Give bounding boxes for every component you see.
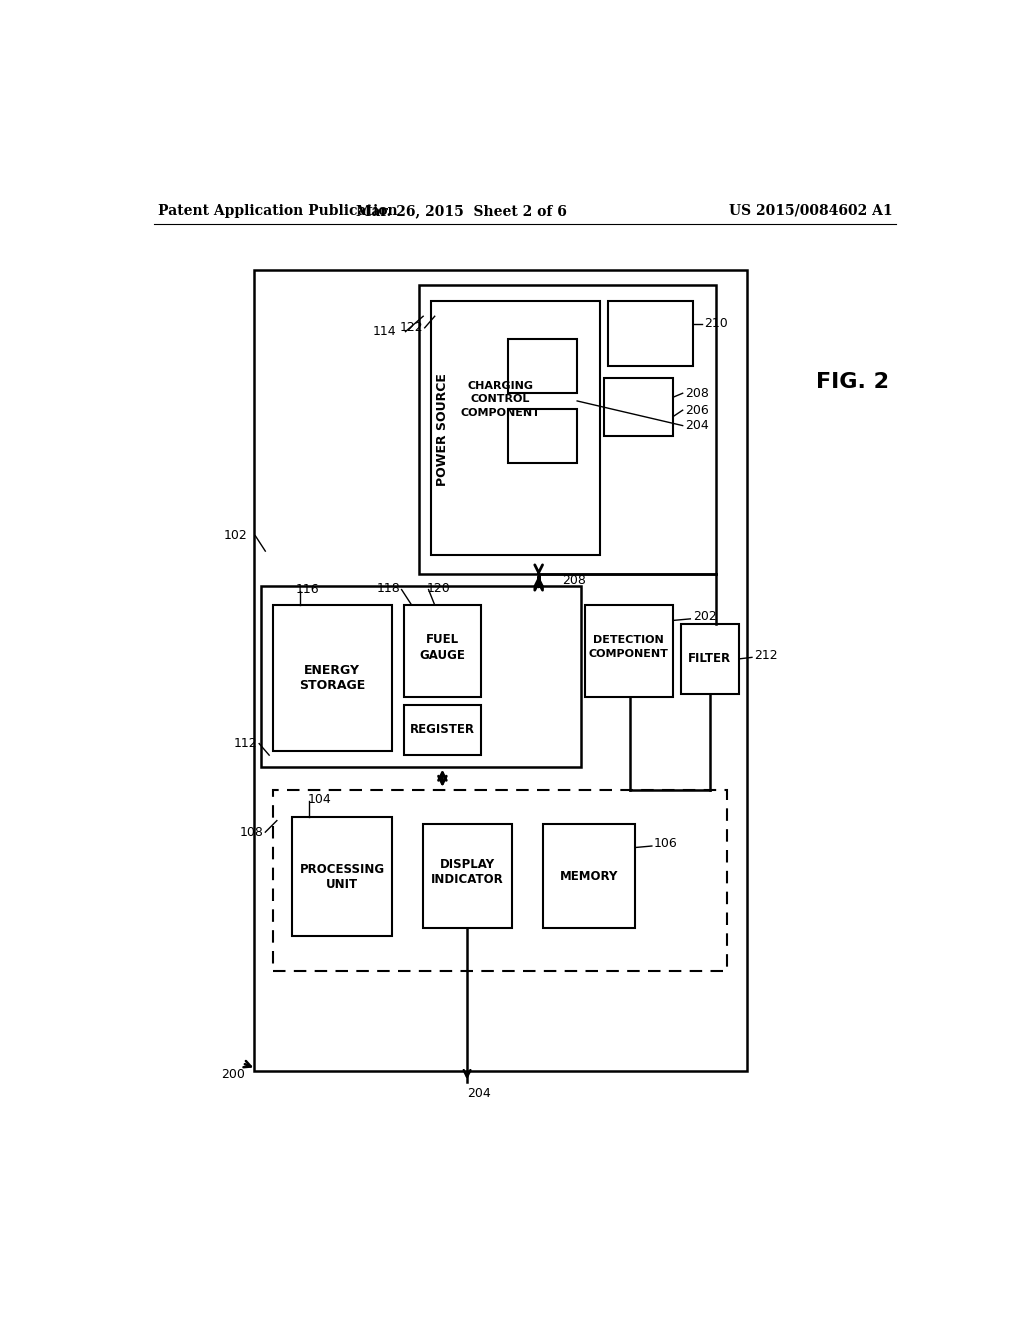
Text: Mar. 26, 2015  Sheet 2 of 6: Mar. 26, 2015 Sheet 2 of 6	[356, 203, 567, 218]
Text: US 2015/0084602 A1: US 2015/0084602 A1	[729, 203, 893, 218]
Text: 120: 120	[427, 582, 451, 594]
Text: MEMORY: MEMORY	[559, 870, 617, 883]
Text: 212: 212	[755, 648, 778, 661]
Text: 204: 204	[467, 1088, 490, 1101]
Bar	[681, 624, 739, 693]
Bar	[543, 825, 635, 928]
Text: 210: 210	[705, 317, 728, 330]
Bar	[273, 789, 727, 970]
Text: REGISTER: REGISTER	[410, 723, 475, 737]
Text: 114: 114	[373, 325, 396, 338]
Text: ENERGY: ENERGY	[304, 664, 360, 677]
Text: 104: 104	[307, 793, 332, 807]
Bar	[585, 605, 674, 697]
Bar	[403, 705, 481, 755]
Text: Patent Application Publication: Patent Application Publication	[158, 203, 397, 218]
Bar	[419, 285, 716, 574]
Text: FIG. 2: FIG. 2	[816, 372, 889, 392]
Bar	[423, 825, 512, 928]
Text: 206: 206	[685, 404, 709, 417]
Text: 122: 122	[399, 321, 423, 334]
Bar	[254, 271, 746, 1071]
Text: COMPONENT: COMPONENT	[460, 408, 540, 418]
Bar	[273, 605, 392, 751]
Text: CHARGING: CHARGING	[467, 380, 534, 391]
Bar	[261, 586, 581, 767]
Text: 106: 106	[654, 837, 678, 850]
Text: COMPONENT: COMPONENT	[589, 648, 669, 659]
Text: UNIT: UNIT	[327, 878, 358, 891]
Text: PROCESSING: PROCESSING	[300, 862, 385, 875]
Bar	[431, 301, 600, 554]
Text: STORAGE: STORAGE	[299, 680, 366, 693]
Text: GAUGE: GAUGE	[420, 648, 465, 661]
Text: 200: 200	[221, 1068, 245, 1081]
Bar	[608, 301, 692, 367]
Bar	[508, 339, 578, 393]
Text: POWER SOURCE: POWER SOURCE	[436, 374, 449, 486]
Text: 118: 118	[376, 582, 400, 594]
Bar	[604, 378, 674, 436]
Text: 112: 112	[234, 737, 258, 750]
Bar	[508, 409, 578, 462]
Text: 202: 202	[692, 610, 717, 623]
Text: FUEL: FUEL	[426, 634, 459, 647]
Text: 108: 108	[240, 825, 264, 838]
Text: 204: 204	[685, 418, 709, 432]
Text: CONTROL: CONTROL	[470, 395, 529, 404]
Text: 208: 208	[562, 574, 586, 587]
Text: 116: 116	[296, 583, 319, 597]
Text: DETECTION: DETECTION	[593, 635, 665, 644]
Bar	[403, 605, 481, 697]
Text: INDICATOR: INDICATOR	[431, 874, 504, 887]
Text: FILTER: FILTER	[688, 652, 731, 665]
Text: DISPLAY: DISPLAY	[439, 858, 495, 871]
Bar	[292, 817, 392, 936]
Text: 208: 208	[685, 387, 709, 400]
Text: 102: 102	[224, 529, 248, 543]
